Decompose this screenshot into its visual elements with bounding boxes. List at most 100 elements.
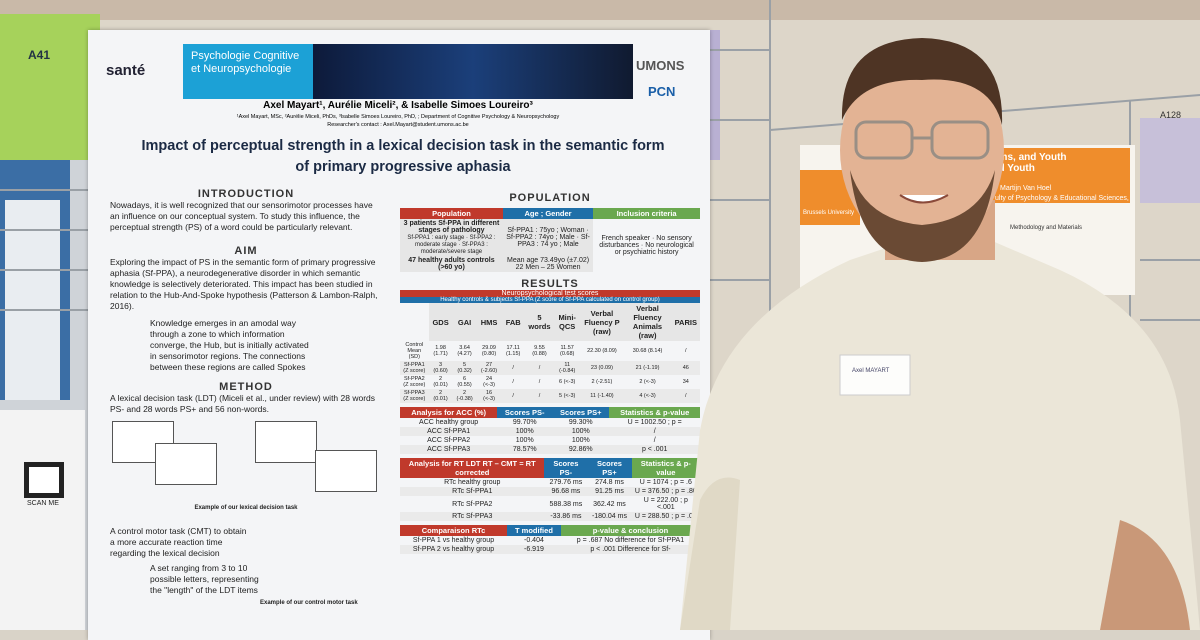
cell: -6.919: [524, 546, 544, 553]
cell: 3 (0.60): [433, 362, 448, 374]
cell-text: Sf-PPA1 : early stage · Sf-PPA2 : modera…: [407, 235, 496, 255]
right-poster-faculty: ulty of Psychology & Educational Science…: [995, 195, 1129, 202]
poster: santé Psychologie Cognitive et Neuropsyc…: [88, 30, 710, 640]
left-column: INTRODUCTION Nowadays, it is well recogn…: [110, 188, 382, 609]
rt-table: Analysis for RT LDT RT – CMT = RT correc…: [400, 458, 700, 521]
pcn-logo: PCN: [648, 84, 676, 99]
section-heading: POPULATION: [509, 192, 591, 204]
title-line: ed Youth: [993, 163, 1035, 174]
cell: 27 (-2.60): [480, 362, 498, 374]
table-row: Sf-PPA1 (Z score) 3 (0.60) 5 (0.32) 27 (-2.…: [400, 361, 700, 375]
header-cell: Verbal Fluency Animals (raw): [623, 303, 672, 341]
cell: 23 (0.09): [590, 365, 613, 371]
cell: ACC Sf-PPA1: [427, 428, 471, 435]
cell: Mean age 73.49yo (±7.02) 22 Men – 25 Wom…: [507, 257, 590, 271]
table-row: Sf-PPA 2 vs healthy group -6.919 p < .001 …: [400, 545, 700, 554]
cell: 5 (<-3): [559, 393, 576, 399]
qr-label: SCAN ME: [27, 500, 59, 507]
cell: 96.68 ms: [551, 488, 581, 495]
table-subtitle: Healthy controls & subjects Sf-PPA (Z sc…: [400, 297, 700, 303]
cell: 2 (0.01): [433, 390, 448, 402]
header-cell: Population: [400, 208, 503, 219]
cell: 1.98 (1.71): [433, 345, 448, 357]
cell: ACC healthy group: [419, 419, 479, 426]
cell: 91.25 ms: [595, 488, 624, 495]
cell: 30.68 (8.14): [632, 348, 663, 354]
section-heading: AIM: [234, 245, 258, 257]
cell: 4 (<-3): [639, 393, 656, 399]
contact: Researcher's contact : Axel.Mayart@stude…: [327, 122, 469, 128]
cell: 47 healthy adults controls (>60 yo): [408, 257, 495, 271]
cell: 100%: [571, 437, 590, 444]
header-cell: Mini-QCS: [554, 303, 581, 341]
cell: 588.38 ms: [549, 500, 583, 508]
header-cell: Scores PS-: [497, 407, 553, 418]
banner-text: Psychologie Cognitive et Neuropsychologi…: [191, 50, 300, 75]
logo: santé: [106, 62, 146, 79]
cell: 2 (-2.51): [591, 379, 613, 385]
cell: 279.76 ms: [549, 479, 583, 486]
cell: /: [685, 393, 687, 399]
cell-text: 3 patients Sf-PPA in different stages of…: [403, 220, 500, 234]
cell: /: [512, 393, 514, 399]
cell: 24 (<-3): [483, 376, 495, 388]
section-heading: RESULTS: [521, 278, 579, 290]
cell: 2 (0.01): [433, 376, 448, 388]
header-cell: p-value & conclusion: [560, 525, 700, 536]
cell: Control Mean (SD): [405, 342, 424, 360]
header-cell: Comparaison RTc: [400, 525, 507, 536]
acc-table: Analysis for ACC (%) Scores PS- Scores PS+…: [400, 407, 700, 454]
header-cell: Age ; Gender: [502, 208, 594, 219]
cell: 99.30%: [568, 419, 593, 426]
cell: Sf-PPA1 (Z score): [403, 362, 426, 374]
paragraph: Exploring the impact of PS in the semant…: [110, 257, 378, 311]
cell: 100%: [571, 428, 590, 435]
right-poster-uni: Brussels University: [803, 210, 855, 216]
cell: Sf-PPA 2 vs healthy group: [412, 546, 495, 553]
population-table: Population Age ; Gender Inclusion criter…: [400, 208, 700, 272]
cell: Sf-PPA3 (Z score): [403, 390, 426, 402]
header-row: Analysis for ACC (%) Scores PS- Scores PS+…: [400, 407, 700, 418]
table-row: ACC Sf-PPA3 78.57% 92.86% p < .001: [400, 445, 700, 454]
cell: -180.04 ms: [591, 513, 627, 520]
header-cell: Inclusion criteria: [593, 208, 700, 219]
cell: 99.70%: [512, 419, 537, 426]
cell: RTc Sf-PPA3: [452, 513, 493, 520]
cell: p < .001 Difference for Sf-: [590, 546, 671, 553]
poster-title: Impact of perceptual strength in a lexic…: [141, 138, 665, 175]
paragraph: A control motor task (CMT) to obtain a m…: [110, 526, 247, 558]
cell: U = 288.50 ; p = .09: [634, 513, 697, 520]
cell: p < .001: [641, 446, 668, 453]
right-poster-title: ams, and Youth ed Youth: [993, 152, 1128, 174]
table-row: RTc healthy group 279.76 ms 274.8 ms U = 10…: [400, 478, 700, 487]
banner: Psychologie Cognitive et Neuropsychologi…: [183, 44, 313, 99]
paragraph: Nowadays, it is well recognized that our…: [110, 200, 373, 232]
header-row: GDS GAI HMS FAB 5 words Mini-QCS Verbal Fluenc…: [400, 303, 700, 341]
table-row: Sf-PPA 1 vs healthy group -0.404 p = .687 …: [400, 536, 700, 545]
header-cell: HMS: [476, 303, 502, 341]
cell: Sf-PPA2 (Z score): [403, 376, 426, 388]
cell: 22.30 (8.09): [587, 348, 617, 354]
paragraph: A lexical decision task (LDT) (Miceli et…: [110, 393, 376, 414]
cell: RTc Sf-PPA1: [452, 488, 493, 495]
cell: /: [653, 428, 656, 435]
table-row: Control Mean (SD) 1.98 (1.71) 3.64 (4.27) 2…: [400, 341, 700, 361]
cell: 2 (-0.38): [456, 390, 473, 402]
cell: Sf-PPA1 : 75yo ; Woman · Sf-PPA2 : 74yo …: [506, 227, 590, 248]
cell: 9.55 (0.88): [532, 345, 547, 357]
cell: 362.42 ms: [593, 500, 626, 508]
header-cell: GDS: [428, 303, 453, 341]
board-label: A41: [28, 48, 51, 62]
header-cell: 5 words: [524, 303, 555, 341]
header-cell: Verbal Fluency P (raw): [580, 303, 624, 341]
cell: 21 (-1.19): [635, 365, 660, 371]
table-row: Sf-PPA2 (Z score) 2 (0.01) 6 (0.55) 24 (<-3…: [400, 375, 700, 389]
table-title: Neuropsychological test scores: [400, 290, 700, 297]
cell: 34: [682, 379, 689, 385]
cell: 2 (<-3): [639, 379, 656, 385]
header-cell: PARIS: [671, 303, 700, 341]
header-cell: Analysis for RT LDT RT – CMT = RT correc…: [400, 458, 545, 478]
cell: /: [512, 365, 514, 371]
cell: RTc Sf-PPA2: [452, 500, 493, 508]
table-row: RTc Sf-PPA2 588.38 ms 362.42 ms U = 222.00 …: [400, 496, 700, 512]
